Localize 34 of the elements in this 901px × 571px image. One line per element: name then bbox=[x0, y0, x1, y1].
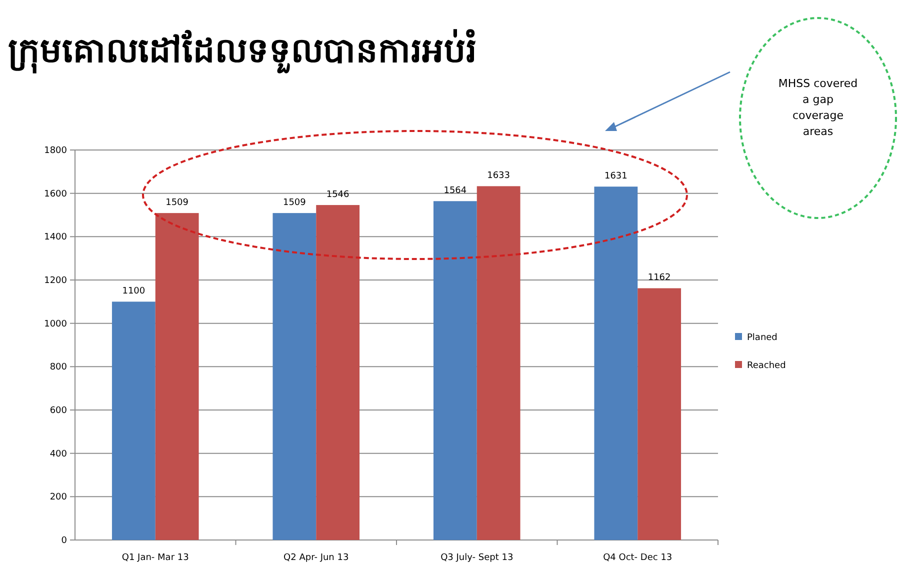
y-tick-label: 1400 bbox=[44, 232, 68, 243]
y-tick-label: 1600 bbox=[44, 189, 68, 200]
bar bbox=[272, 213, 316, 540]
data-label: 1633 bbox=[487, 171, 510, 182]
bar bbox=[112, 302, 156, 540]
y-tick-label: 0 bbox=[61, 536, 68, 546]
bar bbox=[476, 186, 520, 540]
data-label: 1564 bbox=[444, 186, 467, 196]
bar bbox=[433, 201, 477, 540]
data-label: 1509 bbox=[166, 198, 189, 208]
data-label: 1631 bbox=[604, 172, 628, 182]
bar bbox=[155, 213, 199, 540]
bar bbox=[316, 205, 360, 540]
x-label: Q1 Jan- Mar 13 bbox=[122, 553, 189, 563]
bar bbox=[638, 288, 682, 540]
data-label: 1546 bbox=[326, 190, 350, 200]
legend-label: Reached bbox=[747, 361, 786, 371]
y-tick-label: 1200 bbox=[44, 276, 68, 286]
y-tick-label: 200 bbox=[50, 492, 68, 503]
x-label: Q3 July- Sept 13 bbox=[440, 553, 514, 563]
legend-label: Planed bbox=[747, 333, 778, 343]
y-tick-label: 1800 bbox=[44, 146, 68, 156]
x-label: Q2 Apr- Jun 13 bbox=[284, 553, 349, 563]
y-tick-label: 400 bbox=[50, 449, 68, 460]
title: ក្រុមគោលដៅដែលទទួលបានការអប់រំ bbox=[8, 31, 477, 71]
y-tick-label: 800 bbox=[50, 362, 68, 373]
y-tick-label: 1000 bbox=[44, 319, 68, 330]
annotation: MHSS covered a gap coverage areas bbox=[778, 77, 858, 138]
data-label: 1509 bbox=[282, 198, 306, 208]
x-label: Q4 Oct- Dec 13 bbox=[603, 553, 672, 563]
data-label: 1162 bbox=[648, 273, 671, 284]
data-label: 1100 bbox=[122, 286, 146, 297]
bar bbox=[594, 186, 638, 540]
y-tick-label: 600 bbox=[50, 406, 68, 416]
